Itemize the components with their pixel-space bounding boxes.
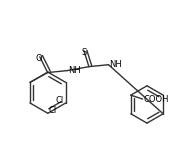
Text: O: O — [36, 54, 42, 63]
Text: NH: NH — [68, 66, 81, 75]
Text: COOH: COOH — [144, 95, 169, 104]
Text: NH: NH — [110, 60, 122, 69]
Text: Cl: Cl — [49, 106, 57, 115]
Text: Cl: Cl — [55, 96, 64, 105]
Text: S: S — [81, 48, 87, 57]
